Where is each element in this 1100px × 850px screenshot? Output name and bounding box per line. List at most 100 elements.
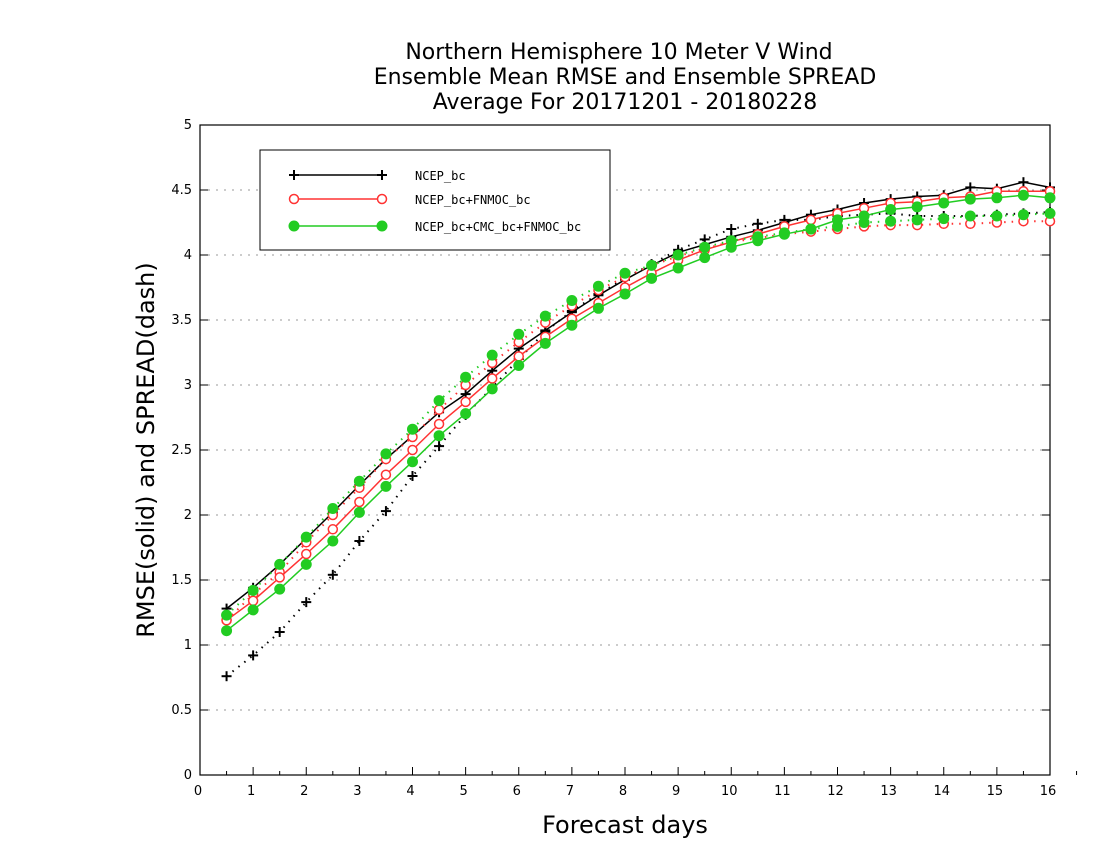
data-point xyxy=(433,395,445,407)
y-tick-label: 0.5 xyxy=(171,703,192,718)
data-point xyxy=(805,223,817,235)
data-point xyxy=(221,625,233,637)
data-point xyxy=(248,650,259,661)
data-point xyxy=(407,423,418,435)
data-point xyxy=(380,480,392,492)
data-point xyxy=(380,448,392,460)
data-point xyxy=(752,235,764,247)
data-point xyxy=(221,671,232,682)
legend: NCEP_bc NCEP_bc+FNMOC_bc NCEP_bc+CMC_bc+… xyxy=(259,149,611,251)
data-point xyxy=(301,597,312,608)
data-point xyxy=(327,503,339,514)
data-point xyxy=(486,383,498,395)
legend-marker xyxy=(289,170,299,180)
data-point xyxy=(354,496,365,508)
legend-box xyxy=(259,149,611,251)
y-tick-label: 3 xyxy=(184,378,192,393)
x-tick-label: 5 xyxy=(459,784,467,799)
data-point xyxy=(433,430,445,442)
data-point xyxy=(991,210,1003,222)
data-point xyxy=(646,259,658,271)
data-point xyxy=(672,262,684,274)
data-point xyxy=(964,193,976,205)
x-tick-label: 9 xyxy=(672,784,680,799)
data-point xyxy=(911,214,923,226)
x-tick-label: 2 xyxy=(300,784,308,799)
legend-marker xyxy=(376,193,388,205)
title-line-1: Northern Hemisphere 10 Meter V Wind xyxy=(405,40,832,65)
data-point xyxy=(858,210,870,222)
data-point xyxy=(274,627,285,637)
data-point xyxy=(513,328,525,340)
y-tick-label: 4.5 xyxy=(171,183,192,198)
x-tick-label: 14 xyxy=(933,784,950,799)
data-point xyxy=(699,252,711,264)
legend-marker xyxy=(376,220,388,232)
x-tick-label: 4 xyxy=(406,784,414,799)
data-point xyxy=(592,302,604,314)
x-tick-label: 12 xyxy=(827,784,844,799)
x-tick-label: 7 xyxy=(566,784,574,799)
data-point xyxy=(460,408,472,420)
data-point xyxy=(380,506,391,517)
y-axis-label: RMSE(solid) and SPREAD(dash) xyxy=(132,262,160,638)
legend-label-ncep-bc-fnmoc-bc: NCEP_bc+FNMOC_bc xyxy=(415,193,531,207)
data-point xyxy=(699,241,711,253)
chart-title: Northern Hemisphere 10 Meter V Wind Ense… xyxy=(374,40,877,115)
data-point xyxy=(407,456,418,468)
data-point xyxy=(513,351,524,362)
legend-swatch-1 xyxy=(288,193,388,205)
data-point xyxy=(354,536,365,546)
series-1-spread xyxy=(221,215,1056,626)
legend-items xyxy=(288,170,388,232)
data-point xyxy=(566,295,578,306)
y-tick-label: 2 xyxy=(184,508,192,523)
y-axis: 0 0.5 1 1.5 2 2.5 3 3.5 4 4.5 5 xyxy=(171,118,1050,783)
y-tick-label: 4 xyxy=(184,248,192,263)
x-axis: 0 1 2 3 4 5 6 7 8 9 10 11 12 13 14 15 16 xyxy=(194,767,1078,799)
series-1-rmse xyxy=(221,186,1056,626)
data-point xyxy=(1044,207,1056,219)
data-point xyxy=(247,604,259,616)
data-point xyxy=(407,471,418,481)
data-point xyxy=(274,558,286,570)
y-tick-label: 1 xyxy=(184,638,192,653)
y-tick-label: 0 xyxy=(184,768,192,783)
data-point xyxy=(938,213,950,225)
data-point xyxy=(327,524,339,535)
series-line-rmse xyxy=(226,190,1050,621)
data-point xyxy=(1017,189,1029,201)
data-point xyxy=(353,506,365,518)
series-0-spread xyxy=(221,207,1055,682)
x-tick-label: 16 xyxy=(1040,784,1057,799)
data-point xyxy=(1017,209,1029,221)
data-point xyxy=(672,249,684,261)
data-point xyxy=(221,609,233,621)
x-tick-label: 6 xyxy=(513,784,521,799)
data-point xyxy=(300,531,312,543)
legend-label-ncep-bc-cmc-bc-fnmoc-bc: NCEP_bc+CMC_bc+FNMOC_bc xyxy=(415,220,581,234)
data-point xyxy=(1044,192,1056,204)
data-point xyxy=(778,228,790,240)
data-point xyxy=(965,182,976,193)
data-point xyxy=(911,201,923,213)
data-point xyxy=(274,583,286,595)
series-layer xyxy=(221,177,1056,682)
x-tick-label: 11 xyxy=(774,784,791,799)
legend-marker xyxy=(288,220,300,232)
legend-marker xyxy=(377,170,387,180)
data-point xyxy=(433,418,445,430)
x-tick-label: 0 xyxy=(194,784,202,799)
data-point xyxy=(460,371,472,383)
data-point xyxy=(433,404,445,415)
data-point xyxy=(592,280,604,292)
data-point xyxy=(938,197,950,209)
data-point xyxy=(539,310,551,322)
legend-swatch-0 xyxy=(289,170,387,180)
title-line-3: Average For 20171201 - 20180228 xyxy=(433,90,818,115)
data-point xyxy=(380,469,392,480)
data-point xyxy=(805,214,817,226)
data-point xyxy=(832,214,843,226)
data-point xyxy=(513,360,525,371)
